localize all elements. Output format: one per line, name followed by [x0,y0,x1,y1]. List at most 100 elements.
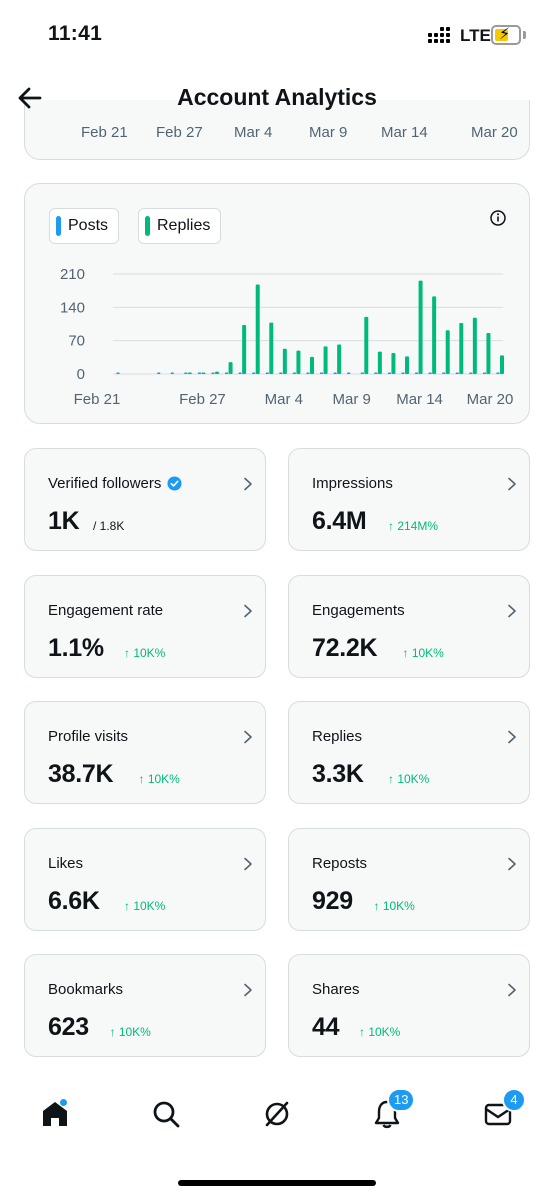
bar-replies[interactable] [418,280,423,374]
stat-label-text: Bookmarks [48,981,124,998]
back-arrow-icon[interactable] [12,80,48,116]
tab-messages[interactable]: 4 [478,1088,526,1134]
stat-label-text: Engagements [312,602,405,619]
bar-replies[interactable] [486,333,491,374]
bar-replies[interactable] [255,284,260,374]
stat-card-bookmarks[interactable]: Bookmarks 623 ↑ 10K% [24,954,266,1057]
stat-value: 6.4M [312,507,367,535]
bar-replies[interactable] [445,330,450,374]
bar-replies[interactable] [215,371,219,374]
stat-label: Engagements [312,602,405,619]
bar-posts[interactable] [496,372,500,375]
stat-change: ↑ 10K% [373,899,415,913]
bar-posts[interactable] [333,372,337,375]
previous-chart-x-label: Feb 21 [81,124,128,141]
tab-search[interactable] [146,1094,186,1134]
chevron-right-icon [244,857,252,871]
stat-label: Verified followers [48,475,182,492]
bar-replies[interactable] [242,324,247,374]
tab-home[interactable] [35,1094,75,1134]
bar-posts[interactable] [157,372,161,375]
bar-posts[interactable] [415,372,419,375]
stat-label: Reposts [312,855,367,872]
bar-replies[interactable] [432,296,437,374]
bar-replies[interactable] [269,322,274,374]
bar-posts[interactable] [279,372,283,375]
stat-value: 72.2K [312,634,378,662]
x-tick-label: Feb 21 [74,391,121,408]
status-bar: 11:41 LTE ⚡ [0,0,554,70]
stat-card-likes[interactable]: Likes 6.6K ↑ 10K% [24,828,266,931]
bar-replies[interactable] [228,362,233,374]
bar-posts[interactable] [482,372,486,375]
stat-card-verified-followers[interactable]: Verified followers 1K / 1.8K [24,448,266,551]
stat-card-impressions[interactable]: Impressions 6.4M ↑ 214M% [288,448,530,551]
bar-posts[interactable] [238,372,242,375]
legend-replies[interactable]: Replies [138,208,222,244]
stat-change: ↑ 10K% [124,899,166,913]
bar-replies[interactable] [201,372,206,375]
stat-card-engagements[interactable]: Engagements 72.2K ↑ 10K% [288,575,530,678]
bar-posts[interactable] [197,372,201,375]
tab-notifications[interactable]: 13 [367,1088,416,1134]
legend-posts[interactable]: Posts [49,208,120,244]
bar-replies[interactable] [323,346,328,374]
bar-replies[interactable] [472,317,477,374]
bar-posts[interactable] [225,372,229,375]
stat-card-replies[interactable]: Replies 3.3K ↑ 10K% [288,701,530,804]
bar-posts[interactable] [455,372,459,375]
bar-posts[interactable] [442,372,446,375]
chevron-right-icon [244,604,252,618]
search-icon [153,1101,180,1128]
messages-badge: 4 [502,1088,526,1112]
bar-replies[interactable] [500,355,504,374]
bar-replies[interactable] [391,353,396,374]
bar-replies[interactable] [364,316,369,374]
bar-replies[interactable] [296,350,301,374]
x-tick-label: Mar 4 [265,391,303,408]
bar-replies[interactable] [310,356,314,374]
bar-posts[interactable] [252,372,256,375]
bar-posts[interactable] [306,372,310,375]
bar-posts[interactable] [387,372,391,375]
bar-posts[interactable] [184,372,188,375]
y-tick-label: 0 [77,366,85,383]
stat-card-shares[interactable]: Shares 44 ↑ 10K% [288,954,530,1057]
bar-posts[interactable] [428,372,432,375]
previous-chart-x-labels: Feb 21 Feb 27 Mar 4 Mar 9 Mar 14 Mar 20 [25,124,529,146]
stat-label-text: Replies [312,728,363,745]
stat-card-profile-visits[interactable]: Profile visits 38.7K ↑ 10K% [24,701,266,804]
bar-posts[interactable] [211,372,215,375]
stat-label: Engagement rate [48,602,163,619]
bar-replies[interactable] [405,356,409,374]
home-unread-dot [59,1098,68,1107]
activity-chart: 210 140 70 0 Feb 21 Feb 27 Mar 4 Mar 9 Mar 14 Mar… [60,266,513,408]
bar-replies[interactable] [337,344,342,374]
info-icon[interactable] [489,209,507,227]
bar-posts[interactable] [292,372,296,375]
x-tick-label: Feb 27 [179,391,226,408]
stat-total: / 1.8K [93,519,125,533]
bar-posts[interactable] [401,372,405,375]
bar-posts[interactable] [116,372,120,375]
bar-replies[interactable] [459,323,464,374]
stat-card-engagement-rate[interactable]: Engagement rate 1.1% ↑ 10K% [24,575,266,678]
bar-replies[interactable] [187,372,192,375]
bar-posts[interactable] [469,372,473,375]
bar-posts[interactable] [374,372,378,375]
stat-card-reposts[interactable]: Reposts 929 ↑ 10K% [288,828,530,931]
bar-replies[interactable] [377,351,382,374]
tab-grok[interactable] [257,1094,297,1134]
bar-posts[interactable] [347,372,351,375]
home-icon [43,1102,67,1126]
bar-posts[interactable] [320,372,324,375]
bar-posts[interactable] [170,372,174,375]
stat-label: Shares [312,981,360,998]
page-title: Account Analytics [177,84,377,110]
bar-posts[interactable] [265,372,269,375]
stat-label-text: Reposts [312,855,368,872]
previous-chart-x-label: Feb 27 [156,124,203,141]
bar-replies[interactable] [282,348,287,374]
bar-posts[interactable] [360,372,364,375]
stat-change: ↑ 10K% [402,646,444,660]
